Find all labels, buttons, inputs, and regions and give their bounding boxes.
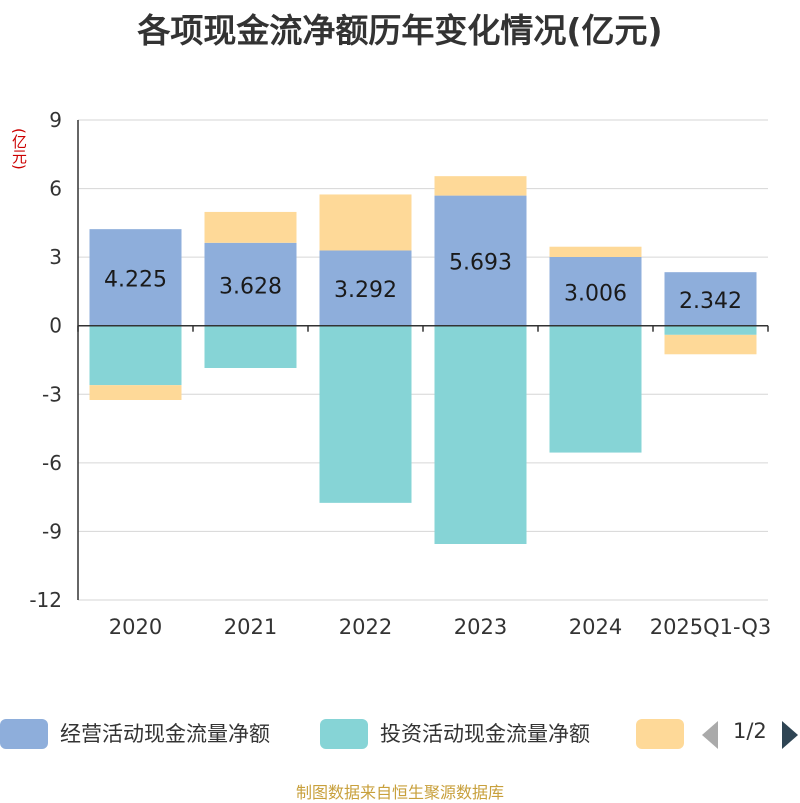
data-label: 4.225: [104, 267, 167, 292]
data-label: 3.628: [219, 274, 282, 299]
legend-swatch-operating[interactable]: [0, 719, 48, 749]
operating-bar: [664, 272, 757, 326]
x-category-label: 2024: [569, 615, 622, 639]
financing-bar: [89, 385, 182, 400]
data-label: 3.292: [334, 278, 397, 303]
data-label: 2.342: [679, 289, 742, 314]
cashflow-chart: 9 6 3 0 -3 -6 -9 -12 2020 4.225 2021 3.628 2022 3.292…: [29, 108, 772, 639]
financing-bar: [664, 334, 757, 355]
operating-bar: [89, 229, 182, 326]
y-axis-unit: (亿元): [10, 128, 28, 170]
legend-swatch-financing[interactable]: [636, 719, 684, 749]
chart-title: 各项现金流净额历年变化情况(亿元): [137, 11, 663, 50]
y-tick-label: -6: [42, 451, 62, 475]
investing-bar: [319, 325, 412, 503]
y-tick-label: 3: [49, 245, 62, 269]
legend-prev-page-icon[interactable]: [702, 721, 718, 749]
y-tick-label: 6: [49, 177, 62, 201]
investing-bar: [204, 325, 297, 368]
operating-bar: [549, 257, 642, 326]
x-category-label: 2022: [339, 615, 392, 639]
operating-bar: [319, 250, 412, 326]
y-tick-label: 0: [49, 314, 62, 338]
data-label: 5.693: [449, 251, 512, 276]
investing-bar: [664, 325, 757, 335]
data-label: 3.006: [564, 281, 627, 306]
investing-bar: [89, 325, 182, 386]
legend-label-operating[interactable]: 经营活动现金流量净额: [60, 722, 270, 746]
investing-bar: [549, 325, 642, 453]
x-category-label: 2025Q1-Q3: [650, 615, 772, 639]
financing-bar: [319, 194, 412, 251]
investing-bar: [434, 325, 527, 544]
legend-page-indicator: 1/2: [733, 719, 767, 743]
x-category-label: 2023: [454, 615, 507, 639]
operating-bar: [204, 242, 297, 326]
y-tick-label: 9: [49, 108, 62, 132]
y-tick-label: -9: [42, 519, 62, 543]
financing-bar: [204, 211, 297, 243]
legend-next-page-icon[interactable]: [782, 721, 798, 749]
y-tick-label: -12: [29, 588, 62, 612]
legend-swatch-investing[interactable]: [320, 719, 368, 749]
x-category-label: 2021: [224, 615, 277, 639]
financing-bar: [434, 176, 527, 196]
legend-label-investing[interactable]: 投资活动现金流量净额: [380, 722, 590, 746]
financing-bar: [549, 246, 642, 258]
operating-bar: [434, 195, 527, 326]
data-source-note: 制图数据来自恒生聚源数据库: [295, 783, 504, 802]
y-tick-label: -3: [42, 382, 62, 406]
x-category-label: 2020: [109, 615, 162, 639]
